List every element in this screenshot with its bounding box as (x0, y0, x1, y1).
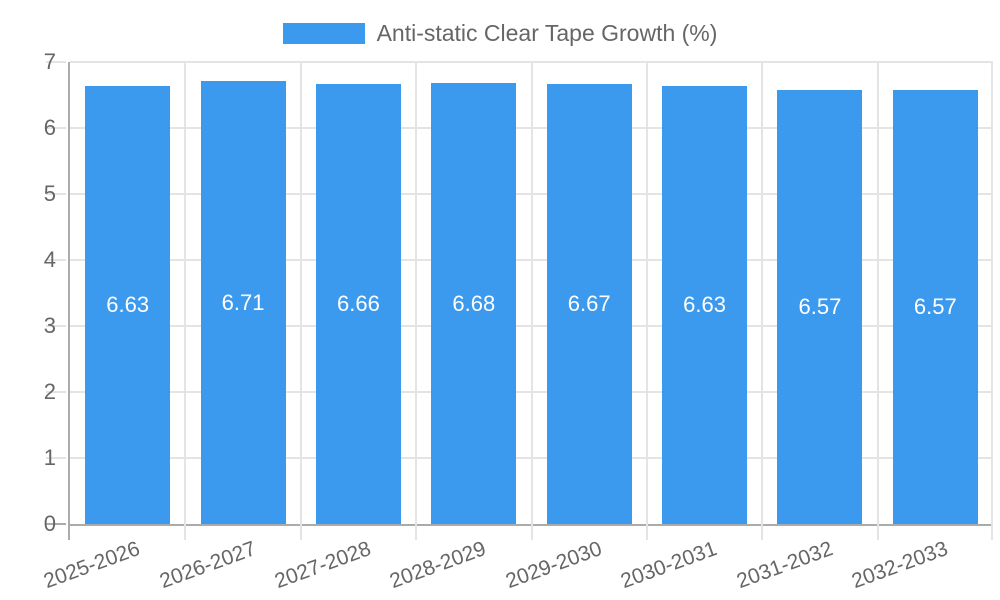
bar[interactable]: 6.67 (546, 83, 632, 524)
gridline-vertical (299, 62, 302, 524)
x-tick-label: 2027-2028 (271, 537, 374, 594)
plot-area: 0 1 2 3 4 5 6 7 6.63 6.71 6.66 6.68 6.67 6.63 6.57 6.57… (41, 51, 993, 593)
x-tick-label: 2025-2026 (40, 537, 144, 594)
y-tick-label: 1 (43, 445, 56, 470)
x-axis-tick (184, 524, 187, 540)
bar-value-label: 6.67 (567, 290, 611, 316)
x-axis-tick (876, 524, 879, 540)
bar-value-label: 6.66 (337, 291, 380, 317)
y-tick-label: 7 (43, 49, 56, 74)
y-tick-label: 4 (43, 247, 56, 272)
gridline-vertical (415, 62, 418, 524)
x-axis-tick (991, 524, 993, 540)
gridline-vertical (876, 62, 879, 524)
bar-value-label: 6.68 (452, 290, 496, 316)
bar[interactable]: 6.63 (85, 86, 171, 524)
gridline-vertical (991, 62, 993, 524)
y-axis-tick (46, 457, 66, 459)
legend-label: Anti-static Clear Tape Growth (%) (376, 20, 718, 46)
x-tick-label: 2026-2027 (156, 537, 259, 594)
y-axis-tick (46, 61, 66, 63)
y-tick-label: 5 (43, 181, 56, 206)
y-axis-tick (46, 193, 66, 195)
y-axis-tick (46, 325, 66, 327)
y-axis-tick (46, 127, 66, 129)
bar[interactable]: 6.57 (892, 90, 978, 524)
gridline-vertical (530, 62, 533, 524)
bar[interactable]: 6.68 (431, 83, 517, 524)
legend[interactable]: Anti-static Clear Tape Growth (%) (0, 20, 1000, 48)
x-axis-tick (299, 524, 302, 540)
x-axis-tick (415, 524, 418, 540)
y-axis-tick (46, 259, 66, 261)
x-tick-label: 2030-2031 (617, 537, 721, 594)
bar[interactable]: 6.71 (200, 81, 286, 524)
gridline-vertical (184, 62, 187, 524)
y-tick-label: 2 (43, 379, 56, 404)
x-tick-label: 2031-2032 (733, 537, 836, 594)
x-tick-label: 2028-2029 (387, 537, 490, 594)
bar-value-label: 6.63 (106, 292, 150, 318)
bar[interactable]: 6.63 (662, 86, 748, 524)
x-tick-label: 2029-2030 (502, 537, 605, 594)
bar-value-label: 6.57 (798, 294, 842, 320)
x-axis-tick (761, 524, 764, 540)
bar-value-label: 6.63 (683, 292, 726, 318)
y-axis-tick (46, 523, 66, 525)
x-tick-label: 2032-2033 (848, 537, 951, 594)
bar[interactable]: 6.57 (777, 90, 863, 524)
bar-value-label: 6.71 (221, 289, 265, 315)
x-axis-tick (68, 524, 70, 540)
y-tick-label: 6 (43, 115, 56, 140)
y-tick-label: 0 (43, 511, 56, 536)
bar-value-label: 6.57 (913, 294, 957, 320)
gridline-vertical (761, 62, 764, 524)
bar[interactable]: 6.66 (315, 84, 401, 524)
y-tick-label: 3 (43, 313, 56, 338)
x-axis-tick (645, 524, 648, 540)
gridline-vertical (645, 62, 648, 524)
x-axis-tick (530, 524, 533, 540)
legend-swatch-icon (282, 23, 365, 45)
y-axis-tick (46, 391, 66, 393)
